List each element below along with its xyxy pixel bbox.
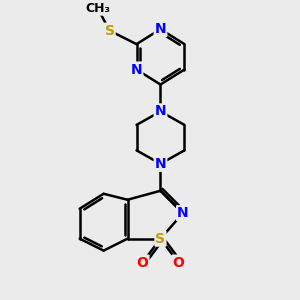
Text: N: N — [155, 104, 166, 118]
Text: CH₃: CH₃ — [85, 2, 110, 15]
Text: N: N — [155, 157, 166, 171]
Text: O: O — [136, 256, 148, 270]
Text: O: O — [172, 256, 184, 270]
Text: N: N — [177, 206, 189, 220]
Text: N: N — [131, 63, 142, 76]
Text: N: N — [155, 22, 166, 36]
Text: S: S — [105, 24, 115, 38]
Text: S: S — [155, 232, 166, 246]
